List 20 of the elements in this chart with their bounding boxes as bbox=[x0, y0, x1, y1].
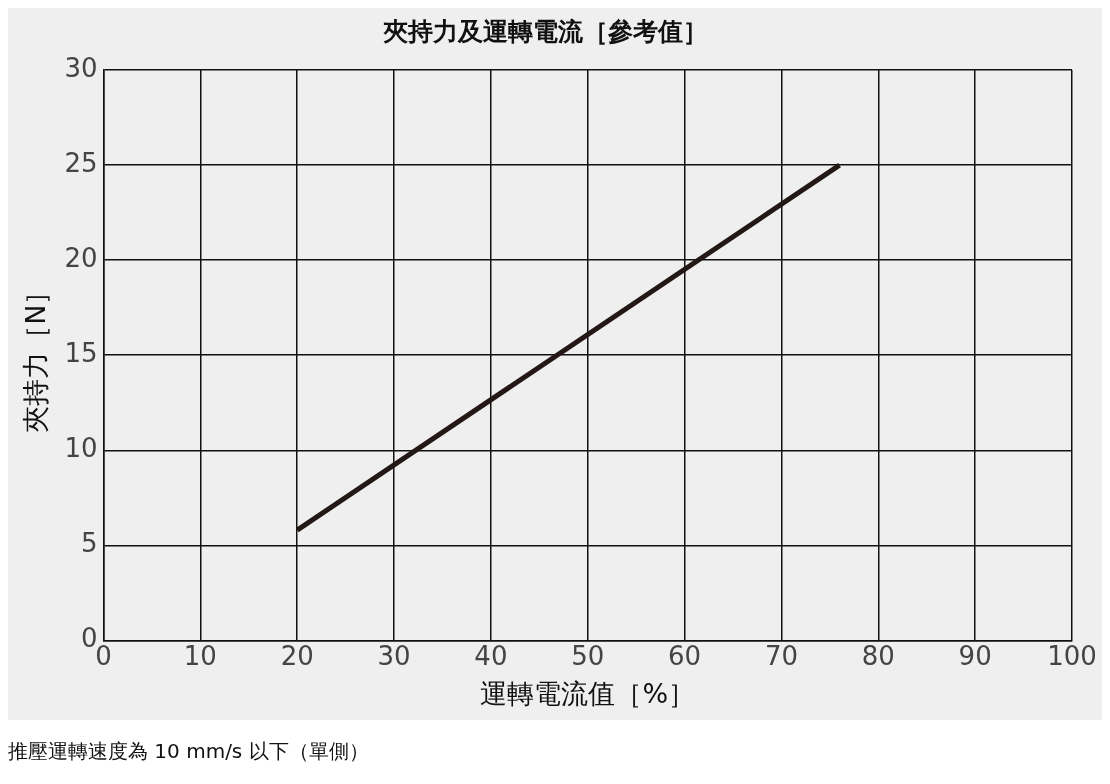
y-tick-label: 25 bbox=[64, 147, 98, 178]
x-tick-label: 10 bbox=[183, 640, 217, 671]
x-tick-label: 60 bbox=[668, 640, 702, 671]
x-tick-label: 40 bbox=[474, 640, 508, 671]
x-axis-title: 運轉電流值［%］ bbox=[480, 677, 696, 709]
x-tick-label: 20 bbox=[280, 640, 314, 671]
text: 推壓運轉速度為 10 mm/s 以下（單側） bbox=[8, 738, 370, 765]
x-tick-label: 90 bbox=[958, 640, 992, 671]
y-tick-label: 10 bbox=[64, 433, 98, 464]
x-tick-label: 70 bbox=[764, 640, 798, 671]
x-tick-label: 100 bbox=[1047, 640, 1097, 671]
y-tick-label: 15 bbox=[64, 337, 98, 368]
y-tick-label: 5 bbox=[80, 528, 98, 559]
y-axis-title: 夾持力［N］ bbox=[20, 277, 52, 433]
y-tick-label: 30 bbox=[64, 52, 98, 83]
y-tick-label: 20 bbox=[64, 242, 98, 273]
x-tick-label: 30 bbox=[377, 640, 411, 671]
x-tick-label: 50 bbox=[571, 640, 605, 671]
chart-title: 夾持力及運轉電流［參考值］ bbox=[382, 16, 708, 46]
x-tick-label: 80 bbox=[861, 640, 895, 671]
